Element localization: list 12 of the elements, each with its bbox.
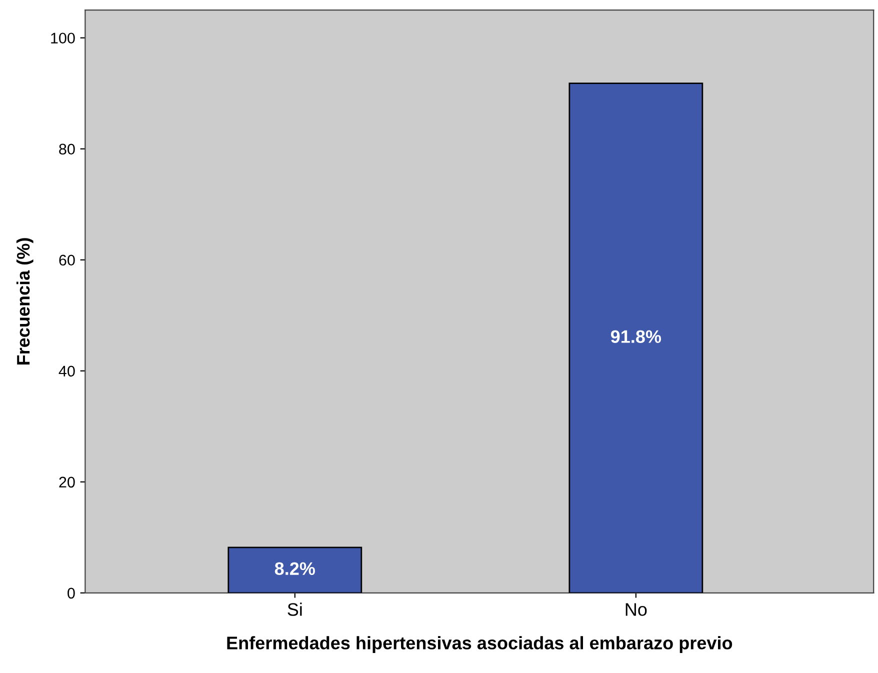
data-label: 91.8% [610,330,662,343]
data-label: 8.2% [274,562,315,575]
y-tick-label: 80 [59,144,75,155]
y-tick-label: 100 [51,32,75,44]
y-tick-label: 0 [68,588,75,599]
x-axis-title: Enfermedades hipertensivas asociadas al embarazo previo [227,636,732,653]
x-tick-label: No [626,603,647,616]
y-axis-title: Frecuencia (%) [16,238,34,365]
x-tick-label: Si [288,602,302,616]
y-tick-label: 20 [59,476,75,488]
y-tick-label: 40 [58,366,75,377]
y-tick-label: 60 [59,254,75,266]
